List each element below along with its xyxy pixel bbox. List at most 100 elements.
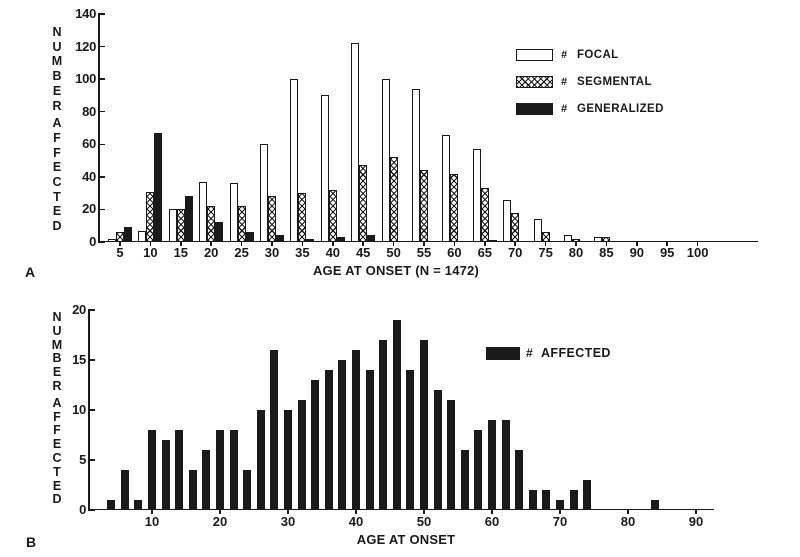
panel-B-x-tick-label: 70 (552, 514, 568, 529)
panel-A-y-axis (98, 14, 100, 242)
panel-A-x-tick (666, 242, 668, 246)
panel-B-x-tick (627, 510, 629, 514)
panel-A-x-tick-label: 20 (203, 245, 219, 260)
panel-A-bar-segmental-85 (602, 237, 611, 242)
panel-A-x-tick-label: 80 (568, 245, 584, 260)
panel-A-y-tick-label: 40 (82, 168, 96, 184)
panel-B-bar-affected-20 (216, 430, 224, 510)
panel-B-bar-affected-4 (107, 500, 116, 510)
panel-B-bar-affected-46 (392, 320, 401, 510)
panel-A-y-axis-title-letter: N (52, 25, 62, 39)
panel-A-x-tick (514, 242, 516, 246)
panel-B-x-tick-label: 80 (620, 514, 636, 529)
panel-B-bar-affected-22 (229, 430, 238, 510)
panel-A-x-tick-label: 100 (686, 245, 709, 260)
panel-A-bar-generalized-40 (336, 237, 345, 242)
panel-A-x-tick-label: 60 (447, 245, 462, 260)
panel-B-y-axis-title-letter: F (53, 409, 61, 424)
panel-A-bar-segmental-30 (268, 196, 276, 242)
panel-A-x-tick-label: 50 (386, 245, 401, 260)
panel-B-bar-affected-26 (256, 410, 265, 510)
panel-B-bar-affected-38 (338, 360, 347, 510)
panel-B-bar-affected-40 (352, 350, 360, 510)
panel-A-x-tick (544, 242, 547, 246)
panel-a-label: A (25, 264, 36, 280)
panel-B-y-axis-title-letter: E (52, 478, 62, 493)
panel-A-bar-focal-85 (594, 237, 603, 242)
panel-B-x-tick (491, 510, 493, 514)
panel-A-x-tick-label: 75 (538, 245, 553, 260)
panel-B-bar-affected-44 (379, 340, 388, 510)
panel-A-bar-segmental-15 (176, 209, 185, 242)
panel-B-y-axis-title-letter: D (52, 492, 62, 507)
panel-A-legend-swatch-generalized (516, 102, 553, 115)
panel-A-bar-generalized-35 (306, 238, 315, 242)
panel-A-bar-generalized-10 (154, 132, 163, 242)
panel-A-y-axis-title-letter: M (51, 54, 63, 69)
panel-B-bar-affected-8 (134, 500, 143, 510)
panel-A-y-axis-title-letter: A (52, 116, 62, 131)
panel-B-x-axis (88, 508, 714, 510)
panel-A-x-tick-label: 90 (629, 245, 645, 260)
panel-B-y-axis-title-letter: T (53, 464, 61, 479)
panel-A-x-tick (575, 242, 577, 246)
panel-B-bar-affected-68 (542, 490, 551, 510)
panel-B-x-tick (355, 510, 357, 514)
panel-A-x-tick (605, 242, 608, 246)
panel-A-y-axis-title-letter: F (53, 145, 61, 160)
panel-B-y-axis-title-letter: A (52, 395, 62, 410)
panel-A-bar-focal-55 (412, 88, 420, 242)
panel-A-bar-segmental-35 (298, 193, 307, 242)
panel-A-x-tick-label: 35 (295, 245, 310, 260)
panel-A-bar-focal-60 (442, 134, 451, 242)
panel-B-x-tick-label: 40 (348, 514, 364, 529)
chart-a: 0 20 40 60 80 100 120 140 5 10 15 20 25 30 35 40 45 50 55 6… (51, 6, 758, 260)
panel-A-y-tick (98, 208, 105, 211)
panel-A-legend-item-generalized: # GENERALIZED (516, 102, 676, 116)
panel-B-bar-affected-62 (501, 420, 510, 510)
panel-A-bar-focal-25 (229, 183, 238, 242)
panel-A-legend-swatch-focal (516, 49, 553, 61)
panel-A-bar-segmental-45 (359, 165, 368, 242)
panel-A-bar-generalized-5 (124, 227, 132, 242)
panel-B-x-tick (219, 510, 221, 514)
panel-B-bar-affected-52 (433, 390, 442, 510)
chart-a-x-axis-title: AGE AT ONSET (N = 1472) (312, 263, 480, 278)
panel-B-legend-swatch-affected (486, 347, 520, 360)
panel-A-x-tick (332, 242, 334, 246)
panel-B-bar-affected-32 (297, 400, 306, 510)
panel-A-legend-item-focal: # FOCAL (516, 49, 676, 62)
panel-B-y-axis-title-letter: E (52, 437, 62, 452)
panel-B-x-tick-label: 50 (416, 514, 432, 529)
panel-A-bar-focal-80 (564, 235, 572, 242)
panel-A-y-tick (98, 13, 105, 15)
panel-A-x-tick (180, 242, 182, 246)
panel-B-bar-affected-72 (569, 490, 578, 510)
panel-A-x-tick-label: 85 (599, 245, 614, 260)
panel-A-bar-focal-20 (199, 181, 208, 242)
panel-A-bar-segmental-75 (541, 232, 550, 242)
panel-A-y-axis-title-letter: B (52, 69, 62, 84)
panel-B-bar-affected-10 (148, 430, 156, 510)
panel-B-x-tick (559, 510, 561, 514)
panel-A-y-tick-label: 20 (82, 201, 96, 217)
panel-A-bar-focal-5 (108, 238, 116, 242)
panel-A-x-tick-label: 30 (264, 245, 280, 260)
panel-A-y-axis-title-letter: R (52, 98, 62, 113)
panel-A-bar-generalized-25 (245, 232, 254, 242)
panel-A-bar-focal-35 (290, 79, 299, 242)
panel-A-bar-segmental-40 (328, 189, 337, 242)
panel-B-bar-affected-28 (270, 350, 279, 510)
panel-A-x-tick (484, 242, 486, 246)
panel-A-y-axis-title-letter: E (52, 160, 62, 175)
panel-A-bar-focal-45 (351, 43, 360, 242)
panel-B-bar-affected-48 (406, 370, 415, 510)
panel-A-bar-segmental-60 (450, 173, 459, 242)
panel-A-legend-hash: # (561, 102, 568, 115)
panel-A-x-tick (210, 242, 212, 246)
panel-B-y-tick (88, 309, 95, 311)
panel-A-y-tick (98, 143, 105, 146)
panel-B-x-tick (151, 510, 153, 514)
panel-B-bar-affected-60 (488, 420, 496, 510)
